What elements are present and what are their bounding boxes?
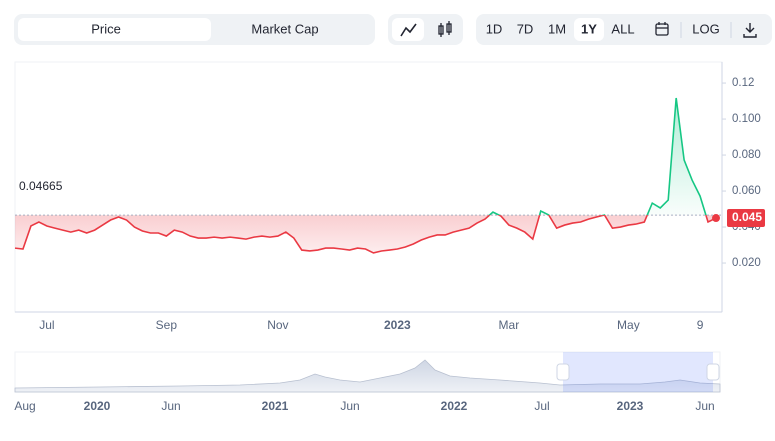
x-tick-label: 2023 xyxy=(384,318,411,332)
navigator-area xyxy=(14,359,721,393)
y-tick-label: 0.060 xyxy=(732,185,761,197)
x-tick-label: Mar xyxy=(499,318,520,332)
range-button[interactable]: 1M xyxy=(548,21,566,36)
range-active xyxy=(574,18,604,41)
range-button[interactable]: 1Y xyxy=(581,21,597,36)
x-tick-label: Jul xyxy=(39,318,54,332)
navigator-label: 2023 xyxy=(617,399,644,413)
reference-label: 0.04665 xyxy=(19,179,63,193)
area-above xyxy=(489,98,706,216)
candle-icon[interactable] xyxy=(438,21,452,37)
y-tick-label: 0.12 xyxy=(732,77,754,89)
tab[interactable]: Price xyxy=(91,21,121,36)
price-tag-label: 0.045 xyxy=(732,210,762,224)
price-line-below xyxy=(14,215,717,254)
line-icon xyxy=(400,23,417,37)
range-button[interactable]: 7D xyxy=(517,21,534,36)
x-tick-label: Sep xyxy=(156,318,178,332)
x-tick-label: Nov xyxy=(267,318,288,332)
x-tick-label: May xyxy=(617,318,640,332)
price-tag xyxy=(727,209,765,228)
navigator-handle[interactable] xyxy=(706,363,720,381)
tab[interactable]: Market Cap xyxy=(251,21,318,36)
navigator-label: Jun xyxy=(340,399,359,413)
log-button[interactable]: LOG xyxy=(692,21,719,36)
navigator-handle[interactable] xyxy=(556,363,570,381)
range-button[interactable]: ALL xyxy=(611,21,634,36)
navigator-label: Aug xyxy=(14,399,35,413)
tab-active xyxy=(18,18,211,41)
area-below xyxy=(15,215,716,253)
navigator-selection[interactable] xyxy=(563,352,713,392)
navigator-label: 2020 xyxy=(84,399,111,413)
navigator-label: 2022 xyxy=(441,399,468,413)
navigator-label: Jun xyxy=(695,399,714,413)
navigator-label: Jun xyxy=(161,399,180,413)
y-tick-label: 0.020 xyxy=(732,257,761,269)
download-icon[interactable] xyxy=(743,23,757,38)
y-tick-label: 0.080 xyxy=(732,149,761,161)
navigator-label: 2021 xyxy=(262,399,289,413)
range-group xyxy=(476,14,772,45)
x-tick-label: 9 xyxy=(697,318,704,332)
y-tick-label: 0.100 xyxy=(732,113,761,125)
last-point xyxy=(712,214,720,223)
plot-frame xyxy=(14,61,723,313)
range-button[interactable]: 1D xyxy=(486,21,503,36)
navigator-label: Jul xyxy=(534,399,549,413)
calendar-icon[interactable] xyxy=(655,22,669,36)
